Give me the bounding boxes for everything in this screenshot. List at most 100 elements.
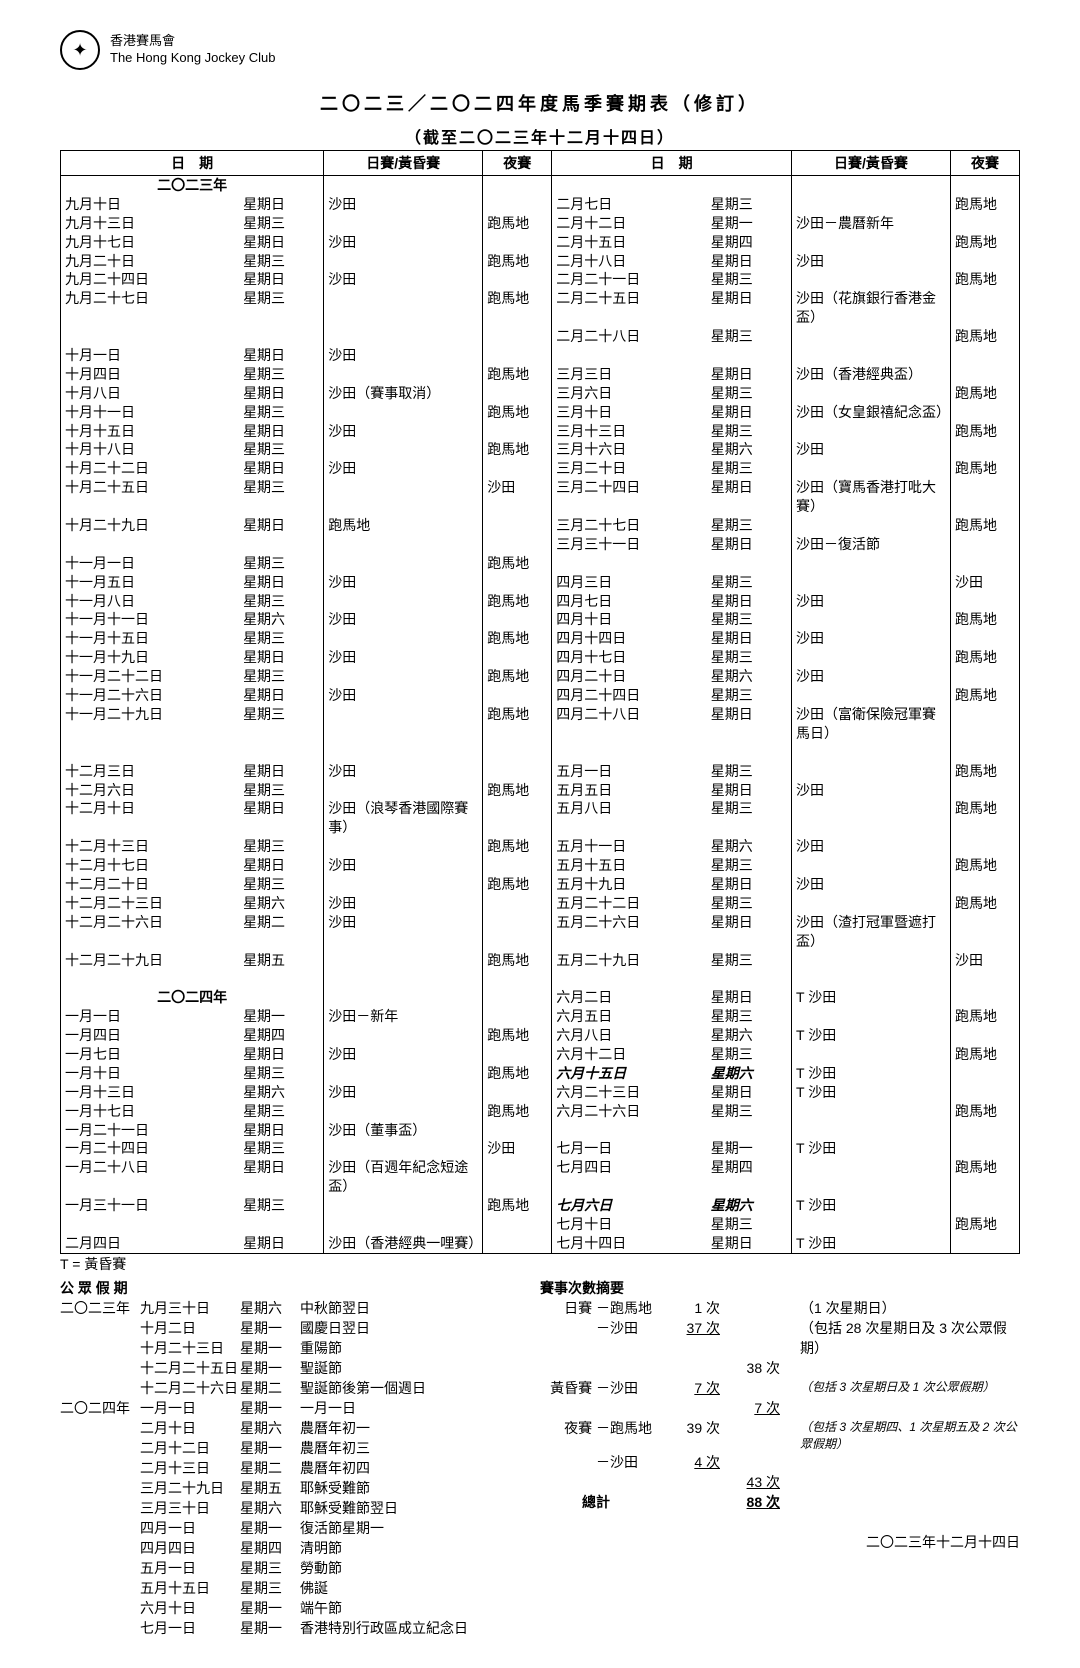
night-race-cell bbox=[951, 1139, 1020, 1158]
sum-type: 總計 bbox=[540, 1492, 610, 1512]
sum-note bbox=[780, 1398, 1020, 1418]
night-race-cell bbox=[483, 1121, 552, 1140]
day-race-cell: 沙田（花旗銀行香港金盃） bbox=[792, 289, 951, 327]
date-cell: 十二月十日 bbox=[61, 799, 240, 837]
dow-cell: 星期一 bbox=[707, 214, 792, 233]
sum-sub: 38 次 bbox=[720, 1358, 780, 1378]
day-race-cell: T 沙田 bbox=[792, 1139, 951, 1158]
holiday-row: 五月一日星期三勞動節 bbox=[60, 1558, 540, 1578]
night-race-cell bbox=[483, 686, 552, 705]
hol-date: 三月三十日 bbox=[140, 1498, 240, 1518]
sum-count: 39 次 bbox=[670, 1418, 720, 1452]
date-cell: 六月五日 bbox=[552, 1007, 707, 1026]
date-cell: 一月十日 bbox=[61, 1064, 240, 1083]
night-race-cell: 跑馬地 bbox=[951, 384, 1020, 403]
t-note: T = 黃昏賽 bbox=[60, 1254, 1020, 1274]
hol-year bbox=[60, 1338, 140, 1358]
day-race-cell: 沙田 bbox=[324, 459, 483, 478]
dow-cell: 星期日 bbox=[707, 1083, 792, 1102]
night-race-cell: 跑馬地 bbox=[951, 516, 1020, 535]
night-race-cell: 跑馬地 bbox=[951, 856, 1020, 875]
dow-cell: 星期一 bbox=[239, 1007, 324, 1026]
dow-cell: 星期三 bbox=[239, 554, 324, 573]
night-race-cell bbox=[951, 365, 1020, 384]
holiday-row: 三月二十九日星期五耶穌受難節 bbox=[60, 1478, 540, 1498]
hol-date: 十二月二十六日 bbox=[140, 1378, 240, 1398]
dow-cell: 星期三 bbox=[707, 856, 792, 875]
date-cell: 九月十日 bbox=[61, 195, 240, 214]
date-cell: 十一月十五日 bbox=[61, 629, 240, 648]
dow-cell: 星期六 bbox=[707, 1196, 792, 1215]
day-race-cell: 沙田 bbox=[792, 837, 951, 856]
sum-note bbox=[780, 1358, 1020, 1378]
night-race-cell: 跑馬地 bbox=[951, 1007, 1020, 1026]
day-race-cell bbox=[792, 573, 951, 592]
th-date-left: 日 期 bbox=[61, 151, 324, 176]
holidays-title: 公 眾 假 期 bbox=[60, 1278, 540, 1298]
night-race-cell: 跑馬地 bbox=[951, 894, 1020, 913]
date-cell: 五月一日 bbox=[552, 762, 707, 781]
date-cell: 十一月一日 bbox=[61, 554, 240, 573]
day-race-cell bbox=[324, 403, 483, 422]
day-race-cell: 沙田 bbox=[792, 252, 951, 271]
dow-cell: 星期三 bbox=[239, 214, 324, 233]
dow-cell: 星期日 bbox=[707, 535, 792, 554]
hol-dow: 星期一 bbox=[240, 1438, 300, 1458]
title: 二〇二三／二〇二四年度馬季賽期表（修訂） bbox=[60, 90, 1020, 116]
date-cell: 四月二十四日 bbox=[552, 686, 707, 705]
year-2023: 二〇二三年 bbox=[61, 176, 324, 195]
sum-sub bbox=[720, 1452, 780, 1472]
dow-cell: 星期日 bbox=[239, 573, 324, 592]
hol-year bbox=[60, 1618, 140, 1638]
dow-cell: 星期三 bbox=[239, 289, 324, 327]
night-race-cell bbox=[483, 384, 552, 403]
date-cell: 二月十五日 bbox=[552, 233, 707, 252]
sum-note bbox=[780, 1452, 1020, 1472]
dow-cell: 星期日 bbox=[239, 1045, 324, 1064]
hol-year bbox=[60, 1538, 140, 1558]
holiday-row: 七月一日星期一香港特別行政區成立紀念日 bbox=[60, 1618, 540, 1638]
night-race-cell: 跑馬地 bbox=[951, 1158, 1020, 1196]
day-race-cell: 沙田 bbox=[324, 422, 483, 441]
day-race-cell bbox=[324, 214, 483, 233]
night-race-cell bbox=[951, 592, 1020, 611]
night-race-cell bbox=[951, 629, 1020, 648]
night-race-cell: 跑馬地 bbox=[951, 1215, 1020, 1234]
date-cell: 二月四日 bbox=[61, 1234, 240, 1253]
sum-venue: 跑馬地 bbox=[610, 1418, 670, 1452]
night-race-cell: 跑馬地 bbox=[951, 1045, 1020, 1064]
date-cell: 六月二十六日 bbox=[552, 1102, 707, 1121]
date-cell: 三月三十一日 bbox=[552, 535, 707, 554]
day-race-cell: 沙田 bbox=[324, 573, 483, 592]
summary-title: 賽事次數摘要 bbox=[540, 1278, 1020, 1298]
date-cell: 三月十日 bbox=[552, 403, 707, 422]
dow-cell: 星期二 bbox=[239, 913, 324, 951]
night-race-cell bbox=[483, 1045, 552, 1064]
sum-note bbox=[780, 1472, 1020, 1492]
date-cell: 十二月二十三日 bbox=[61, 894, 240, 913]
hol-name: 勞動節 bbox=[300, 1558, 540, 1578]
dow-cell: 星期日 bbox=[239, 270, 324, 289]
night-race-cell bbox=[951, 1083, 1020, 1102]
dow-cell: 星期三 bbox=[707, 894, 792, 913]
hol-year bbox=[60, 1578, 140, 1598]
day-race-cell bbox=[324, 554, 483, 573]
holiday-row: 十月二十三日星期一重陽節 bbox=[60, 1338, 540, 1358]
hol-name: 佛誕 bbox=[300, 1578, 540, 1598]
hol-date: 十月二十三日 bbox=[140, 1338, 240, 1358]
date-cell: 十一月八日 bbox=[61, 592, 240, 611]
day-race-cell: 跑馬地 bbox=[324, 516, 483, 535]
night-race-cell: 跑馬地 bbox=[483, 667, 552, 686]
dow-cell: 星期日 bbox=[239, 384, 324, 403]
sum-count bbox=[670, 1492, 720, 1512]
night-race-cell bbox=[951, 781, 1020, 800]
day-race-cell: 沙田 bbox=[324, 913, 483, 951]
dow-cell: 星期三 bbox=[707, 1007, 792, 1026]
night-race-cell bbox=[951, 1234, 1020, 1253]
day-race-cell bbox=[792, 422, 951, 441]
summary-row: 7 次 bbox=[540, 1398, 1020, 1418]
day-race-cell bbox=[324, 629, 483, 648]
sum-sub: 88 次 bbox=[720, 1492, 780, 1512]
dow-cell: 星期三 bbox=[707, 1102, 792, 1121]
hol-dow: 星期四 bbox=[240, 1538, 300, 1558]
